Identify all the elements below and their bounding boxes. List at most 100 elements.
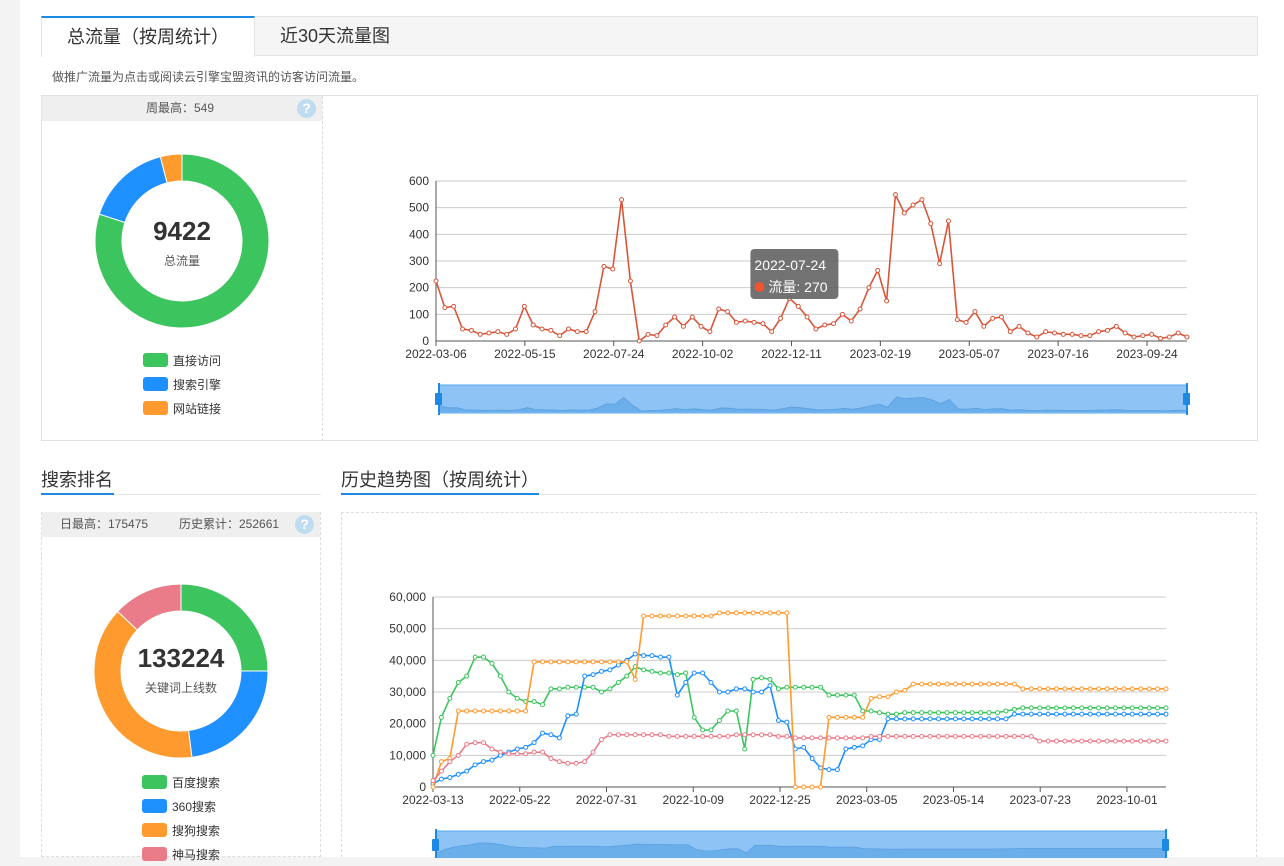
data-point [733, 610, 739, 616]
data-point [442, 305, 448, 311]
data-point [1011, 711, 1017, 717]
data-point [1020, 705, 1026, 711]
data-point [689, 314, 695, 320]
data-point [599, 659, 605, 665]
legend-shenma[interactable]: 神马搜索 [142, 842, 220, 866]
y-tick-label: 30,000 [389, 685, 426, 699]
data-point [1138, 711, 1144, 717]
legend-direct[interactable]: 直接访问 [143, 348, 221, 372]
data-point [848, 318, 854, 324]
data-point [1087, 711, 1093, 717]
legend-swatch [143, 377, 168, 391]
data-point [663, 322, 669, 328]
data-point [649, 653, 655, 659]
data-point [952, 710, 958, 716]
data-point [961, 716, 967, 722]
zoom-handle [1162, 839, 1169, 851]
data-point [573, 760, 579, 766]
data-point [893, 689, 899, 695]
legend-baidu[interactable]: 百度搜索 [142, 770, 220, 794]
data-point [607, 686, 613, 692]
data-point [495, 329, 501, 335]
data-point [716, 718, 722, 723]
data-point [698, 323, 704, 329]
data-point [472, 654, 478, 660]
data-point [674, 613, 680, 619]
data-point [645, 331, 651, 337]
data-point [1037, 711, 1043, 717]
data-point [666, 733, 672, 739]
legend-search-engine[interactable]: 搜索引擎 [143, 372, 221, 396]
data-point [530, 322, 536, 328]
data-point [1112, 705, 1118, 711]
data-point [1104, 711, 1110, 717]
data-point [809, 784, 815, 790]
data-point [674, 692, 680, 698]
data-point [1129, 686, 1135, 692]
data-point [683, 670, 689, 676]
data-point [742, 318, 748, 324]
data-point [654, 333, 660, 339]
page: 总流量（按周统计） 近30天流量图 做推广流量为点击或阅读云引擎宝盟资讯的访客访… [20, 0, 1284, 862]
data-point [556, 735, 562, 741]
data-point [893, 733, 899, 739]
data-point [451, 303, 457, 309]
data-point [489, 757, 495, 763]
search-stat-bar: 日最高：175475 历史累计：252661 ? [42, 512, 320, 537]
data-point [750, 732, 756, 738]
traffic-description: 做推广流量为点击或阅读云引擎宝盟资讯的访客访问流量。 [52, 70, 365, 84]
data-point [607, 732, 613, 738]
data-point [998, 314, 1004, 320]
traffic-donut-chart: 9422 总流量 [94, 153, 270, 329]
data-point [523, 708, 529, 714]
data-point [851, 714, 857, 720]
data-point [1043, 329, 1049, 335]
x-tick-label: 2023-07-16 [1027, 347, 1089, 361]
tab-total-traffic-weekly[interactable]: 总流量（按周统计） [41, 16, 255, 57]
weekly-traffic-chart[interactable]: 0 100 200 300 400 500 600 2022-03-06 2022-05-15 2… [323, 96, 1258, 441]
y-tick-label: 0 [419, 780, 426, 794]
search-total: 133224 [138, 643, 225, 673]
legend-site-link[interactable]: 网站链接 [143, 396, 221, 420]
data-point [969, 681, 975, 687]
data-point [760, 321, 766, 327]
data-point [969, 710, 975, 716]
data-point [733, 686, 739, 692]
data-point [902, 710, 908, 716]
data-point [566, 326, 572, 332]
question-icon[interactable]: ? [297, 99, 316, 118]
zoom-slider-preview [435, 842, 1167, 858]
data-point [481, 708, 487, 714]
data-point [649, 668, 655, 674]
traffic-total: 9422 [153, 216, 211, 246]
history-trend-chart[interactable]: 0 10,000 20,000 30,000 40,000 50,000 60,000 202… [342, 513, 1256, 858]
data-point [750, 676, 756, 682]
data-point [1028, 711, 1034, 717]
data-point [944, 681, 950, 687]
data-point [672, 314, 678, 320]
data-point [994, 710, 1000, 716]
data-point [1121, 705, 1127, 711]
data-point [893, 711, 899, 717]
y-tick-label: 50,000 [389, 622, 426, 636]
data-point [1113, 323, 1119, 329]
data-point [725, 610, 731, 616]
question-icon[interactable]: ? [295, 515, 314, 534]
data-point [1112, 686, 1118, 692]
data-point [1146, 738, 1152, 744]
data-point [601, 263, 607, 269]
data-point [472, 708, 478, 714]
tab-30-day-traffic[interactable]: 近30天流量图 [280, 26, 391, 46]
data-point [767, 610, 773, 616]
data-point [1096, 686, 1102, 692]
legend-360[interactable]: 360搜索 [142, 794, 220, 818]
title-underline [41, 493, 114, 495]
y-tick-label: 300 [409, 254, 429, 268]
data-point [649, 732, 655, 738]
data-point [801, 744, 807, 750]
donut-slice [159, 153, 183, 184]
legend-sogou[interactable]: 搜狗搜索 [142, 818, 220, 842]
data-point [531, 699, 537, 704]
data-point [1096, 711, 1102, 717]
data-point [885, 716, 891, 722]
